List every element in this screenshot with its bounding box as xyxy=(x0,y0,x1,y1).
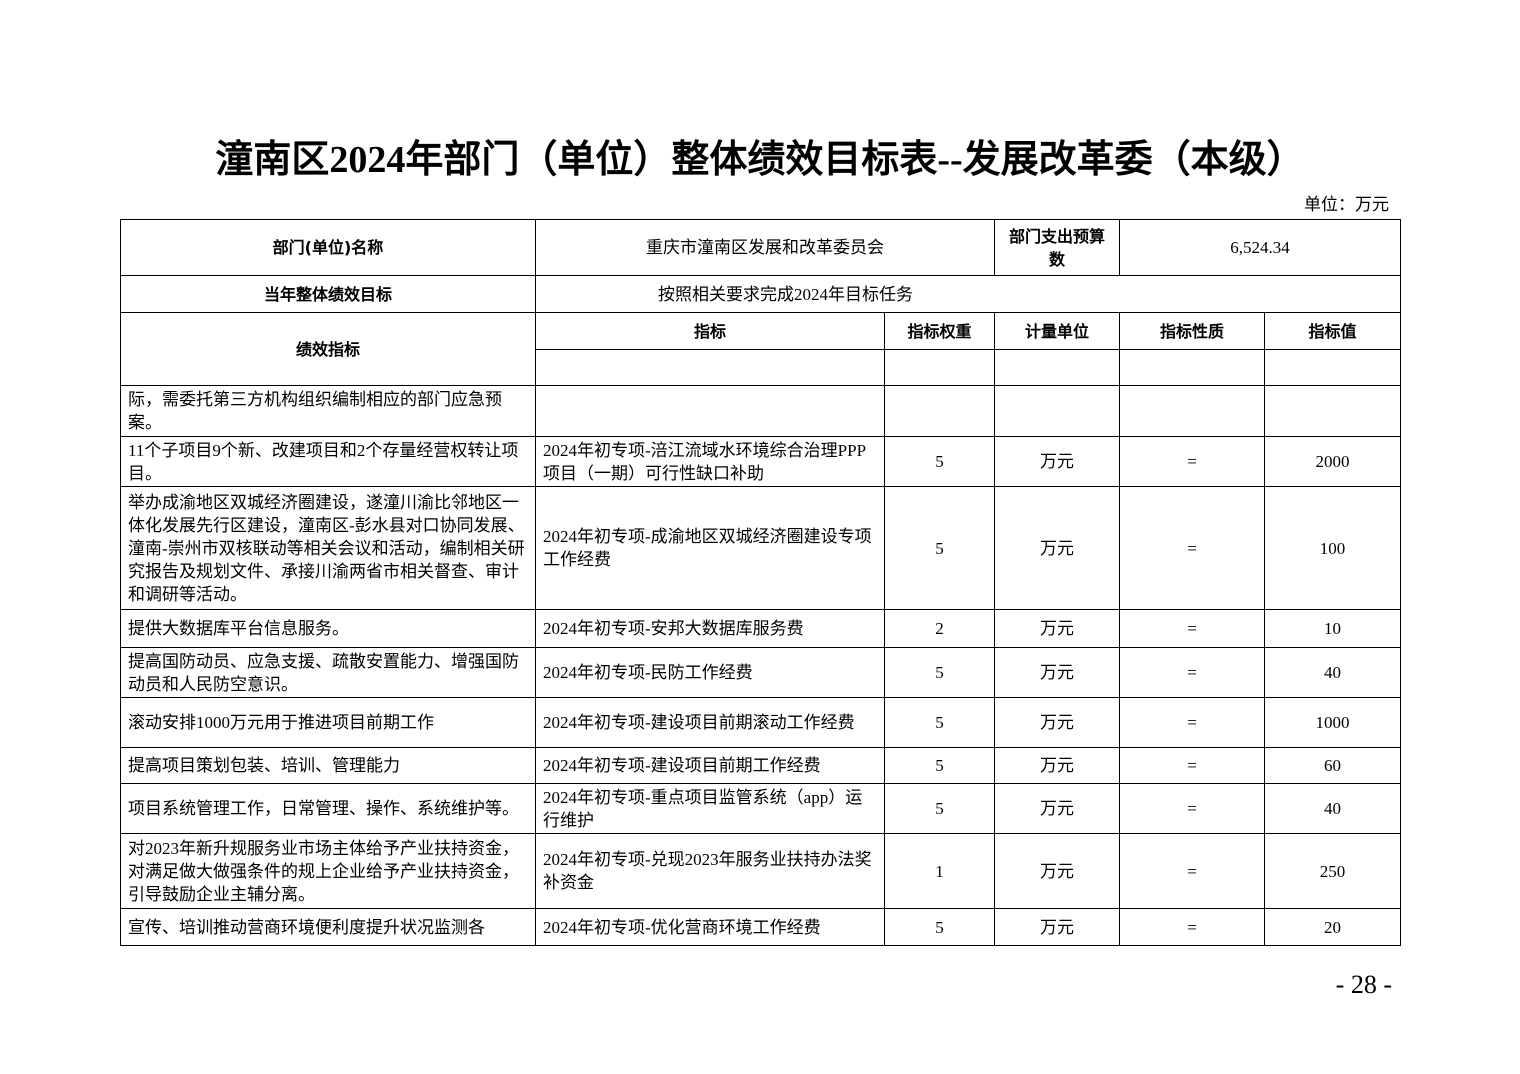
row-description: 举办成渝地区双城经济圈建设，遂潼川渝比邻地区一体化发展先行区建设，潼南区-彭水县… xyxy=(120,486,536,610)
col-weight: 指标权重 xyxy=(884,312,995,350)
row-nature: = xyxy=(1119,783,1265,834)
page-number: - 28 - xyxy=(1335,970,1392,999)
header-row-columns: 绩效指标 指标 指标权重 计量单位 指标性质 指标值 xyxy=(120,312,1401,386)
row-indicator xyxy=(535,385,885,437)
row-indicator: 2024年初专项-涪江流域水环境综合治理PPP项目（一期）可行性缺口补助 xyxy=(535,436,885,487)
row-value: 40 xyxy=(1264,647,1401,698)
row-nature: = xyxy=(1119,833,1265,909)
row-description: 滚动安排1000万元用于推进项目前期工作 xyxy=(120,697,536,748)
row-weight: 5 xyxy=(884,783,995,834)
table-row: 举办成渝地区双城经济圈建设，遂潼川渝比邻地区一体化发展先行区建设，潼南区-彭水县… xyxy=(120,486,1401,610)
row-value: 250 xyxy=(1264,833,1401,909)
row-description: 际，需委托第三方机构组织编制相应的部门应急预案。 xyxy=(120,385,536,437)
row-unit: 万元 xyxy=(994,697,1120,748)
row-indicator: 2024年初专项-优化营商环境工作经费 xyxy=(535,908,885,946)
document-title: 潼南区2024年部门（单位）整体绩效目标表--发展改革委（本级） xyxy=(215,139,1305,181)
row-description: 项目系统管理工作，日常管理、操作、系统维护等。 xyxy=(120,783,536,834)
row-nature: = xyxy=(1119,609,1265,648)
row-indicator: 2024年初专项-成渝地区双城经济圈建设专项工作经费 xyxy=(535,486,885,610)
row-unit: 万元 xyxy=(994,486,1120,610)
row-unit: 万元 xyxy=(994,833,1120,909)
row-indicator: 2024年初专项-建设项目前期工作经费 xyxy=(535,747,885,784)
row-nature: = xyxy=(1119,647,1265,698)
row-value: 60 xyxy=(1264,747,1401,784)
row-value: 2000 xyxy=(1264,436,1401,487)
goal-label: 当年整体绩效目标 xyxy=(120,275,536,313)
performance-table: 部门(单位)名称 重庆市潼南区发展和改革委员会 部门支出预算数 6,524.34… xyxy=(120,219,1401,946)
table-row: 提供大数据库平台信息服务。 2024年初专项-安邦大数据库服务费 2 万元 = 10 xyxy=(120,609,1401,648)
row-weight: 5 xyxy=(884,908,995,946)
col-nature: 指标性质 xyxy=(1119,312,1265,350)
row-weight: 5 xyxy=(884,436,995,487)
row-indicator: 2024年初专项-兑现2023年服务业扶持办法奖补资金 xyxy=(535,833,885,909)
row-description: 提高项目策划包装、培训、管理能力 xyxy=(120,747,536,784)
row-value: 10 xyxy=(1264,609,1401,648)
row-nature: = xyxy=(1119,436,1265,487)
row-description: 提供大数据库平台信息服务。 xyxy=(120,609,536,648)
budget-value: 6,524.34 xyxy=(1119,219,1401,276)
row-weight: 5 xyxy=(884,747,995,784)
header-row-goal: 当年整体绩效目标 按照相关要求完成2024年目标任务 xyxy=(120,275,1401,313)
col-unit: 计量单位 xyxy=(994,312,1120,350)
dept-label: 部门(单位)名称 xyxy=(120,219,536,276)
row-value: 1000 xyxy=(1264,697,1401,748)
row-unit: 万元 xyxy=(994,908,1120,946)
perf-label: 绩效指标 xyxy=(120,312,536,386)
col-value: 指标值 xyxy=(1264,312,1401,350)
row-unit: 万元 xyxy=(994,747,1120,784)
row-indicator: 2024年初专项-建设项目前期滚动工作经费 xyxy=(535,697,885,748)
row-weight: 2 xyxy=(884,609,995,648)
row-weight: 5 xyxy=(884,486,995,610)
row-weight: 5 xyxy=(884,697,995,748)
table-row: 提高项目策划包装、培训、管理能力 2024年初专项-建设项目前期工作经费 5 万元 = 6… xyxy=(120,747,1401,784)
budget-label: 部门支出预算数 xyxy=(994,219,1120,276)
row-nature: = xyxy=(1119,747,1265,784)
table-row: 际，需委托第三方机构组织编制相应的部门应急预案。 xyxy=(120,385,1401,437)
row-nature xyxy=(1119,385,1265,437)
row-weight: 1 xyxy=(884,833,995,909)
table-row: 11个子项目9个新、改建项目和2个存量经营权转让项目。 2024年初专项-涪江流域… xyxy=(120,436,1401,487)
row-description: 对2023年新升规服务业市场主体给予产业扶持资金，对满足做大做强条件的规上企业给… xyxy=(120,833,536,909)
table-row: 宣传、培训推动营商环境便利度提升状况监测各 2024年初专项-优化营商环境工作经费… xyxy=(120,908,1401,946)
empty-cell xyxy=(1264,349,1401,386)
row-nature: = xyxy=(1119,697,1265,748)
row-description: 11个子项目9个新、改建项目和2个存量经营权转让项目。 xyxy=(120,436,536,487)
empty-cell xyxy=(994,349,1120,386)
row-value xyxy=(1264,385,1401,437)
row-value: 40 xyxy=(1264,783,1401,834)
table-row: 项目系统管理工作，日常管理、操作、系统维护等。 2024年初专项-重点项目监管系统… xyxy=(120,783,1401,834)
unit-label: 单位：万元 xyxy=(1304,195,1389,214)
col-indicator: 指标 xyxy=(535,312,885,350)
row-description: 宣传、培训推动营商环境便利度提升状况监测各 xyxy=(120,908,536,946)
row-unit: 万元 xyxy=(994,783,1120,834)
row-description: 提高国防动员、应急支援、疏散安置能力、增强国防动员和人民防空意识。 xyxy=(120,647,536,698)
row-indicator: 2024年初专项-重点项目监管系统（app）运行维护 xyxy=(535,783,885,834)
row-weight: 5 xyxy=(884,647,995,698)
row-value: 20 xyxy=(1264,908,1401,946)
dept-value: 重庆市潼南区发展和改革委员会 xyxy=(535,219,995,276)
table-row: 对2023年新升规服务业市场主体给予产业扶持资金，对满足做大做强条件的规上企业给… xyxy=(120,833,1401,909)
row-nature: = xyxy=(1119,908,1265,946)
row-indicator: 2024年初专项-安邦大数据库服务费 xyxy=(535,609,885,648)
row-unit xyxy=(994,385,1120,437)
empty-cell xyxy=(1119,349,1265,386)
goal-value: 按照相关要求完成2024年目标任务 xyxy=(535,275,1401,313)
empty-cell xyxy=(884,349,995,386)
empty-cell xyxy=(535,349,885,386)
row-value: 100 xyxy=(1264,486,1401,610)
row-unit: 万元 xyxy=(994,647,1120,698)
table-row: 提高国防动员、应急支援、疏散安置能力、增强国防动员和人民防空意识。 2024年初专… xyxy=(120,647,1401,698)
row-nature: = xyxy=(1119,486,1265,610)
row-unit: 万元 xyxy=(994,609,1120,648)
header-row-dept: 部门(单位)名称 重庆市潼南区发展和改革委员会 部门支出预算数 6,524.34 xyxy=(120,219,1401,276)
row-weight xyxy=(884,385,995,437)
row-indicator: 2024年初专项-民防工作经费 xyxy=(535,647,885,698)
table-row: 滚动安排1000万元用于推进项目前期工作 2024年初专项-建设项目前期滚动工作经… xyxy=(120,697,1401,748)
row-unit: 万元 xyxy=(994,436,1120,487)
